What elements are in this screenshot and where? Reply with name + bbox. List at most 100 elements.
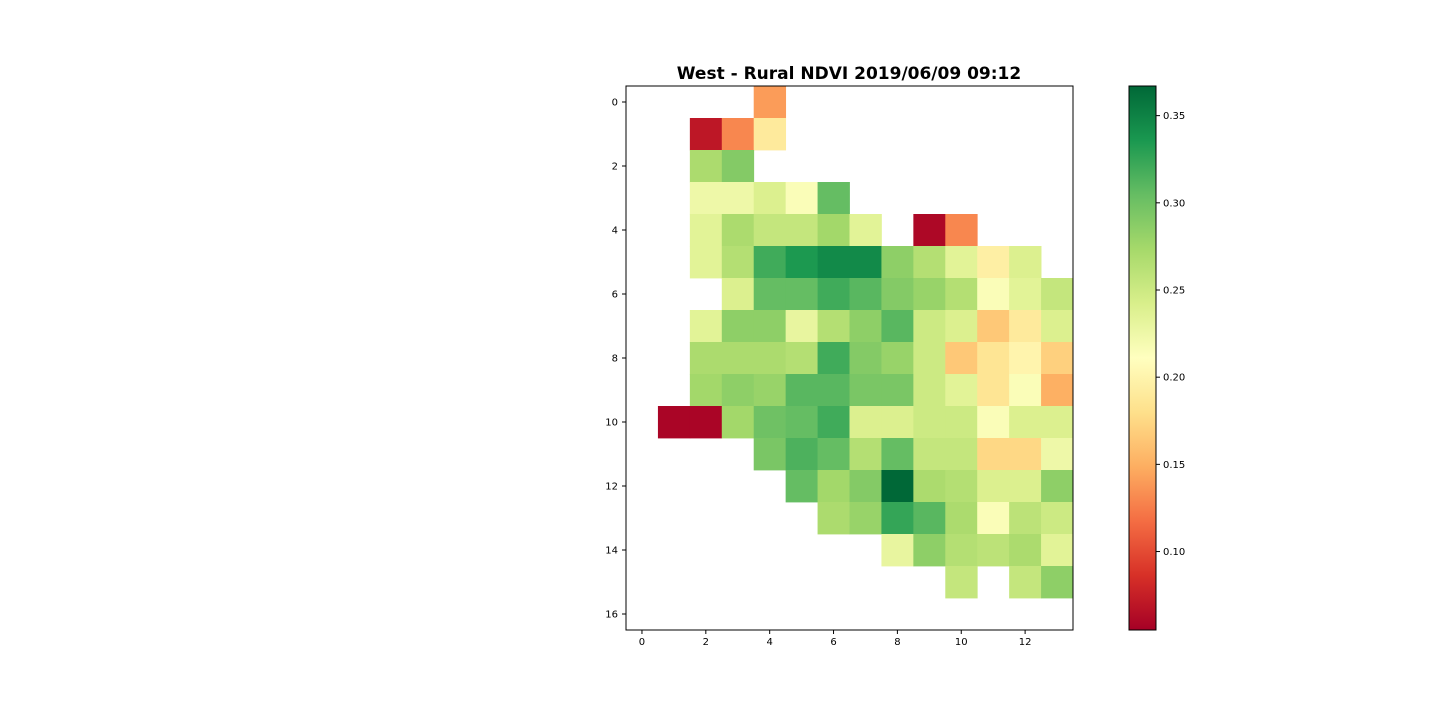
heatmap-cell	[785, 374, 818, 407]
heatmap-cell	[785, 470, 818, 503]
x-tick-label: 2	[703, 637, 709, 648]
heatmap-cell	[1009, 246, 1042, 279]
heatmap-cell	[689, 182, 723, 215]
heatmap-cell	[785, 342, 818, 375]
heatmap-cell	[977, 406, 1010, 439]
heatmap-cell	[1009, 342, 1042, 375]
colorbar-tick-label: 0.10	[1163, 547, 1185, 558]
heatmap-cell	[1041, 470, 1074, 503]
heatmap-cell	[881, 438, 914, 471]
heatmap-cell	[945, 278, 978, 311]
x-tick-label: 6	[830, 637, 836, 648]
heatmap-cell	[1009, 278, 1042, 311]
heatmap-cell	[977, 246, 1010, 279]
heatmap-cell	[817, 310, 850, 343]
heatmap-cell	[817, 342, 850, 375]
heatmap-cell	[721, 150, 755, 183]
heatmap-cell	[785, 406, 818, 439]
colorbar-tick-label: 0.15	[1163, 460, 1185, 471]
heatmap-cell	[1041, 406, 1074, 439]
heatmap-cell	[1009, 438, 1042, 471]
heatmap-cell	[721, 246, 755, 279]
x-tick-label: 10	[955, 637, 968, 648]
heatmap-cell	[1009, 406, 1042, 439]
heatmap-cell	[977, 310, 1010, 343]
heatmap-cell	[913, 342, 946, 375]
heatmap-cell	[945, 470, 978, 503]
heatmap-cell	[1009, 470, 1042, 503]
heatmap-cell	[785, 246, 818, 279]
heatmap-cell	[689, 150, 723, 183]
x-tick-label: 8	[894, 637, 900, 648]
heatmap-cell	[785, 214, 818, 247]
heatmap-cell	[913, 502, 946, 535]
heatmap-cell	[945, 310, 978, 343]
heatmap-cell	[849, 438, 882, 471]
heatmap-cell	[1041, 374, 1074, 407]
heatmap-cell	[817, 438, 850, 471]
heatmap-cell	[1041, 278, 1074, 311]
heatmap-cell	[721, 310, 755, 343]
heatmap-cell	[913, 534, 946, 567]
heatmap-cell	[753, 438, 787, 471]
x-tick-label: 12	[1019, 637, 1032, 648]
heatmap-cell	[753, 342, 787, 375]
heatmap-cell	[977, 502, 1010, 535]
heatmap-cell	[1009, 374, 1042, 407]
y-tick-label: 16	[605, 610, 618, 621]
heatmap-cell	[1009, 534, 1042, 567]
heatmap-cell	[849, 502, 882, 535]
heatmap-cell	[945, 502, 978, 535]
heatmap-cells	[657, 86, 1074, 599]
heatmap-cell	[689, 374, 723, 407]
heatmap-cell	[881, 310, 914, 343]
heatmap-cell	[1041, 310, 1074, 343]
heatmap-cell	[977, 470, 1010, 503]
heatmap-cell	[945, 534, 978, 567]
heatmap-cell	[753, 118, 787, 151]
heatmap-cell	[721, 278, 755, 311]
chart-title: West - Rural NDVI 2019/06/09 09:12	[676, 64, 1022, 84]
heatmap-cell	[849, 470, 882, 503]
heatmap-cell	[881, 502, 914, 535]
heatmap-cell	[1009, 502, 1042, 535]
heatmap-cell	[913, 438, 946, 471]
y-tick-label: 2	[612, 162, 618, 173]
heatmap-cell	[689, 310, 723, 343]
heatmap-cell	[785, 438, 818, 471]
heatmap-cell	[721, 406, 755, 439]
heatmap-cell	[913, 214, 946, 247]
heatmap-cell	[753, 374, 787, 407]
heatmap-cell	[1041, 438, 1074, 471]
heatmap-cell	[817, 246, 850, 279]
heatmap-cell	[753, 246, 787, 279]
heatmap-cell	[753, 406, 787, 439]
heatmap-cell	[1041, 342, 1074, 375]
y-tick-label: 14	[605, 546, 618, 557]
heatmap-cell	[817, 182, 850, 215]
heatmap-cell	[913, 278, 946, 311]
heatmap-cell	[881, 278, 914, 311]
colorbar-gradient	[1128, 85, 1157, 631]
y-tick-label: 4	[612, 226, 618, 237]
heatmap-cell	[817, 502, 850, 535]
y-tick-label: 12	[605, 482, 618, 493]
heatmap-cell	[913, 310, 946, 343]
heatmap-cell	[753, 86, 787, 119]
heatmap-cell	[977, 278, 1010, 311]
heatmap-cell	[721, 214, 755, 247]
heatmap-cell	[945, 214, 978, 247]
heatmap-cell	[721, 342, 755, 375]
heatmap-cell	[1009, 310, 1042, 343]
x-tick-label: 4	[766, 637, 772, 648]
heatmap-cell	[977, 438, 1010, 471]
heatmap-cell	[881, 534, 914, 567]
y-tick-label: 8	[612, 354, 618, 365]
heatmap-cell	[1041, 502, 1074, 535]
heatmap-cell	[849, 246, 882, 279]
y-tick-label: 10	[605, 418, 618, 429]
heatmap-cell	[881, 406, 914, 439]
heatmap-cell	[785, 278, 818, 311]
heatmap-cell	[849, 342, 882, 375]
